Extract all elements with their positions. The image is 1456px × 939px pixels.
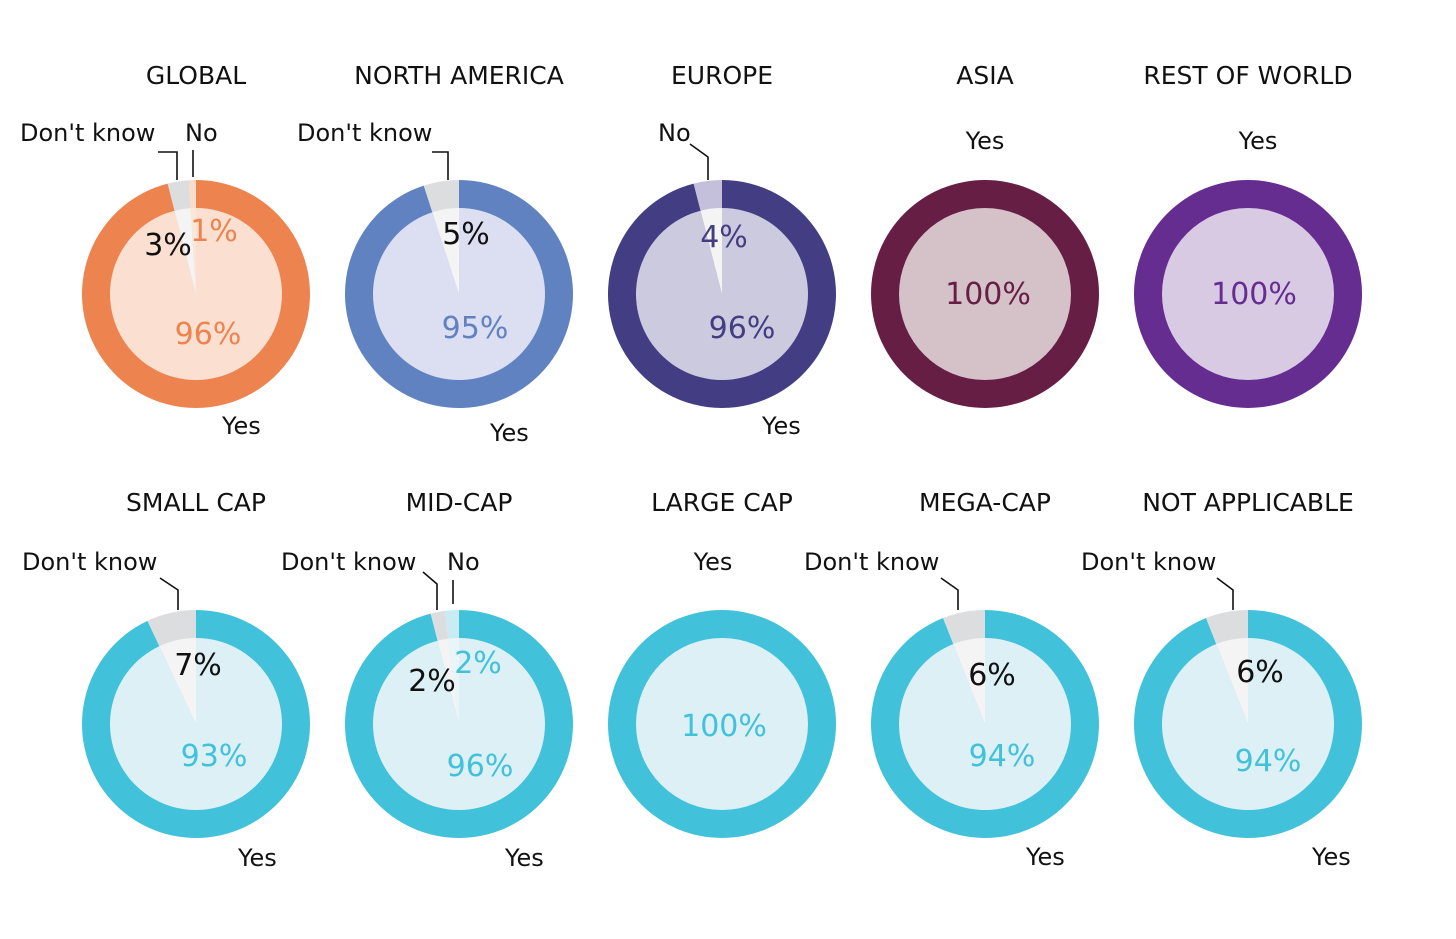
leader-line-dont-know [940,577,959,610]
donut-north-america [344,180,573,409]
leader-line-no [689,143,709,180]
pct-label-yes: 96% [709,311,776,346]
chart-title: GLOBAL [146,61,246,90]
chart-title: NOT APPLICABLE [1142,488,1354,517]
donut-global [81,179,310,408]
category-label-yes: Yes [489,419,529,447]
slice-no-inner [700,208,722,294]
slice-dont-know-inner [174,208,196,294]
chart-title: EUROPE [671,61,773,90]
category-label-no: No [658,119,691,147]
chart-title: SMALL CAP [126,488,266,517]
slice-yes-inner [635,208,808,380]
category-label-dont-know: Don't know [22,548,157,576]
slice-yes-inner [636,638,808,810]
donut-mid-cap [344,610,573,838]
donut-mega-cap [871,609,1100,839]
category-label-dont-know: Don't know [297,119,432,147]
pct-label-yes: 96% [447,749,514,784]
pct-label-yes: 94% [1235,744,1302,779]
donut-small-cap [81,610,310,839]
slice-yes-inner [109,638,282,810]
chart-title: LARGE CAP [651,488,793,517]
leader-line-dont-know [1216,577,1234,610]
donut-asia [871,180,1099,408]
leader-line-dont-know [422,571,438,610]
category-label-no: No [447,548,480,576]
category-label-dont-know: Don't know [1081,548,1216,576]
category-label-yes: Yes [1311,843,1351,871]
category-label-dont-know: Don't know [804,548,939,576]
category-label-yes: Yes [1025,843,1065,871]
pct-label-yes: 96% [175,317,242,352]
category-label-dont-know: Don't know [281,548,416,576]
category-label-yes: Yes [693,548,733,576]
category-label-yes: Yes [1238,127,1278,155]
pct-label-dont-know: 6% [1236,655,1284,690]
pct-label-yes: 100% [681,709,767,744]
category-label-no: No [185,119,218,147]
slice-dont-know-inner [437,638,459,724]
category-label-yes: Yes [761,412,801,440]
category-label-yes: Yes [221,412,261,440]
pct-label-no: 1% [190,214,238,249]
pct-label-no: 4% [700,220,748,255]
pct-label-yes: 94% [969,739,1036,774]
pct-label-no: 2% [454,646,502,681]
slice-yes-inner [1162,638,1335,810]
pct-label-dont-know: 6% [968,658,1016,693]
leader-line-dont-know [159,577,179,610]
chart-title: NORTH AMERICA [354,61,564,90]
donut-europe [607,179,836,408]
pct-label-yes: 93% [181,739,248,774]
category-label-yes: Yes [504,844,544,872]
pct-label-dont-know: 3% [144,228,192,263]
slice-yes-inner [372,638,545,811]
chart-title: MEGA-CAP [919,488,1051,517]
category-label-yes: Yes [965,127,1005,155]
pct-label-yes: 95% [442,311,509,346]
donut-not-applicable [1134,610,1363,839]
chart-title: MID-CAP [406,488,513,517]
slice-dont-know-inner [159,637,196,724]
category-label-yes: Yes [237,844,277,872]
slice-yes-inner [372,208,545,381]
pct-label-dont-know: 5% [442,217,490,252]
slice-dont-know-inner [432,208,459,294]
slice-yes-inner [109,208,282,380]
pct-label-yes: 100% [945,277,1031,312]
slice-yes-inner [899,638,1072,810]
slice-no-inner [448,638,459,724]
slice-dont-know-inner [953,638,985,724]
slice-yes-inner [1162,208,1334,380]
pct-label-yes: 100% [1211,277,1297,312]
pct-label-dont-know: 7% [174,648,222,683]
donut-rest-of-world [1134,180,1362,408]
leader-line-dont-know [432,151,449,180]
donut-large-cap [608,610,836,838]
category-label-dont-know: Don't know [20,119,155,147]
slice-no-inner [190,208,196,294]
leader-line-dont-know [158,151,178,180]
slice-yes-inner [899,208,1071,380]
chart-title: REST OF WORLD [1143,61,1352,90]
pct-label-dont-know: 2% [408,664,456,699]
chart-title: ASIA [956,61,1013,90]
slice-dont-know-inner [1216,638,1248,724]
